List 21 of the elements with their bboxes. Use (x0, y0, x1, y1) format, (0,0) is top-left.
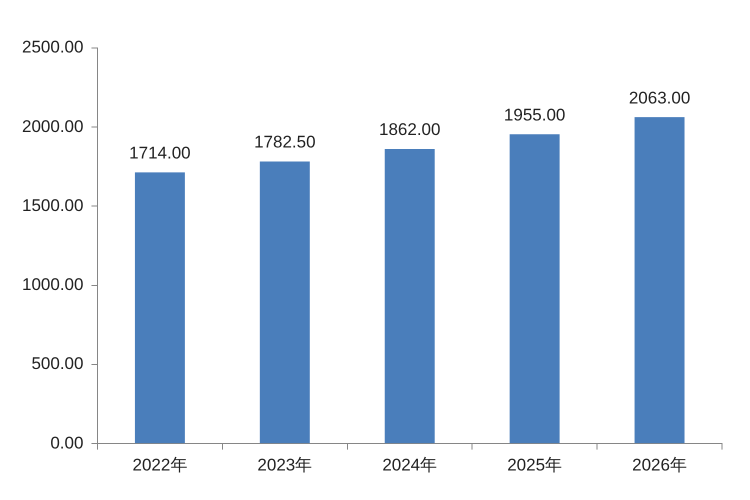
x-tick-label: 2022年 (132, 455, 188, 474)
y-tick-label: 2500.00 (22, 38, 84, 57)
y-tick-label: 1500.00 (22, 196, 84, 215)
y-tick-label: 0.00 (50, 433, 84, 452)
bar (260, 162, 310, 444)
data-label: 1714.00 (129, 144, 191, 163)
bar (384, 148, 435, 444)
y-tick-label: 500.00 (31, 354, 84, 374)
x-tick-label: 2025年 (507, 455, 562, 474)
data-label: 1782.50 (254, 132, 316, 152)
data-label: 1955.00 (504, 105, 566, 124)
x-tick-label: 2024年 (382, 455, 438, 474)
x-tick-label: 2026年 (632, 455, 687, 474)
y-tick-label: 2000.00 (22, 116, 84, 136)
y-tick-label: 1000.00 (22, 275, 84, 294)
data-label: 1862.00 (379, 120, 440, 140)
bar (634, 117, 685, 444)
data-label: 2063.00 (628, 88, 690, 108)
bar (510, 134, 560, 444)
x-tick-label: 2023年 (257, 455, 312, 474)
bar (134, 172, 185, 444)
